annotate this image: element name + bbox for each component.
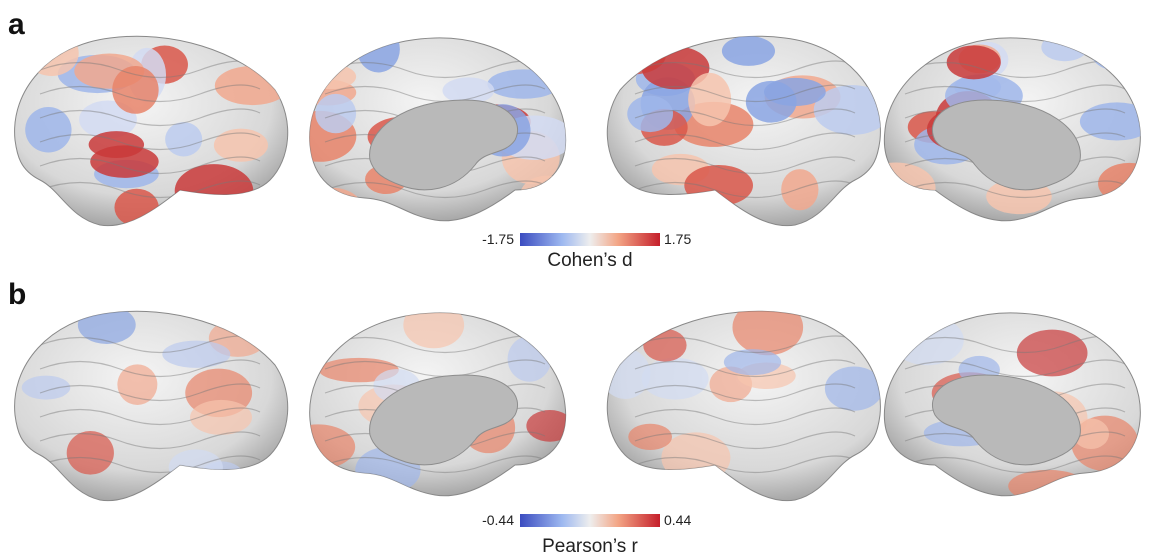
parcel [1008,469,1088,496]
sulcus [904,455,1126,474]
parcel [315,93,357,134]
parcel [628,423,673,450]
parcel [25,107,72,153]
parcel [1079,102,1141,141]
parcel [627,95,674,133]
sulcus [39,156,261,175]
parcel [162,340,231,368]
parcel [641,357,709,400]
parcel [88,131,145,159]
sulcus [634,60,856,79]
sulcus [324,180,546,199]
parcel [813,85,881,135]
sulcus [634,132,856,151]
corpus-callosum [369,99,518,191]
sulcus [39,431,261,450]
sulcus [39,335,261,354]
sulcus [39,84,261,103]
sulcus [634,359,856,378]
sulcus [39,383,261,402]
colorbar [520,233,660,246]
colorbar [520,514,660,527]
parcel [190,399,253,435]
corpus-callosum [369,374,518,466]
sulcus [39,60,261,79]
sulcus [39,108,261,127]
sulcus [634,108,856,127]
parcel [174,164,254,218]
sulcus [634,180,856,199]
parcel [214,66,288,106]
sulcus [39,180,261,199]
parcel [824,366,881,411]
colorbar-min: -0.44 [482,512,514,528]
parcel [24,36,79,76]
parcel [1016,329,1088,377]
corpus-callosum [932,374,1081,466]
parcel [117,364,158,405]
parcel [732,311,804,356]
panel-label: a [8,8,25,41]
colorbar-title: Cohen’s d [547,250,632,271]
parcel [213,128,268,162]
parcel [1072,418,1110,450]
parcel [21,375,71,400]
colorbar-title: Pearson’s r [542,536,638,557]
sulcus [39,359,261,378]
parcel [1098,162,1141,205]
parcel [442,77,495,104]
sulcus [634,455,856,474]
sulcus [324,84,546,103]
parcel [643,328,687,362]
parcel [403,312,465,349]
sulcus [634,335,856,354]
sulcus [634,84,856,103]
sulcus [634,431,856,450]
parcel [487,69,560,99]
sulcus [39,407,261,426]
panel-label: b [8,278,26,311]
parcel [66,430,114,475]
corpus-callosum [932,99,1081,191]
parcel [526,409,566,442]
parcel [688,72,732,127]
parcel [721,36,776,66]
sulcus [904,60,1126,79]
colorbar-max: 0.44 [664,512,691,528]
sulcus [324,359,546,378]
parcel [890,315,964,366]
sulcus [634,407,856,426]
parcel [309,64,357,90]
parcel [112,66,159,114]
parcel [946,45,1001,80]
sulcus [324,60,546,79]
sulcus [904,180,1126,199]
parcel [684,164,754,206]
parcel [309,424,356,470]
parcel [745,80,797,123]
sulcus [904,359,1126,378]
sulcus [324,335,546,354]
parcel [165,122,203,157]
parcel [1041,37,1089,62]
sulcus [904,84,1126,103]
sulcus [904,335,1126,354]
colorbar-min: -1.75 [482,231,514,247]
parcel [1089,37,1140,71]
sulcus [634,156,856,175]
parcel [781,169,819,211]
parcel [79,100,137,139]
parcel [723,349,782,376]
sulcus [634,383,856,402]
sulcus [324,455,546,474]
sulcus [39,132,261,151]
colorbar-max: 1.75 [664,231,691,247]
sulcus [39,455,261,474]
parcel-group [24,36,288,226]
parcel [309,187,364,221]
parcel [357,37,400,73]
